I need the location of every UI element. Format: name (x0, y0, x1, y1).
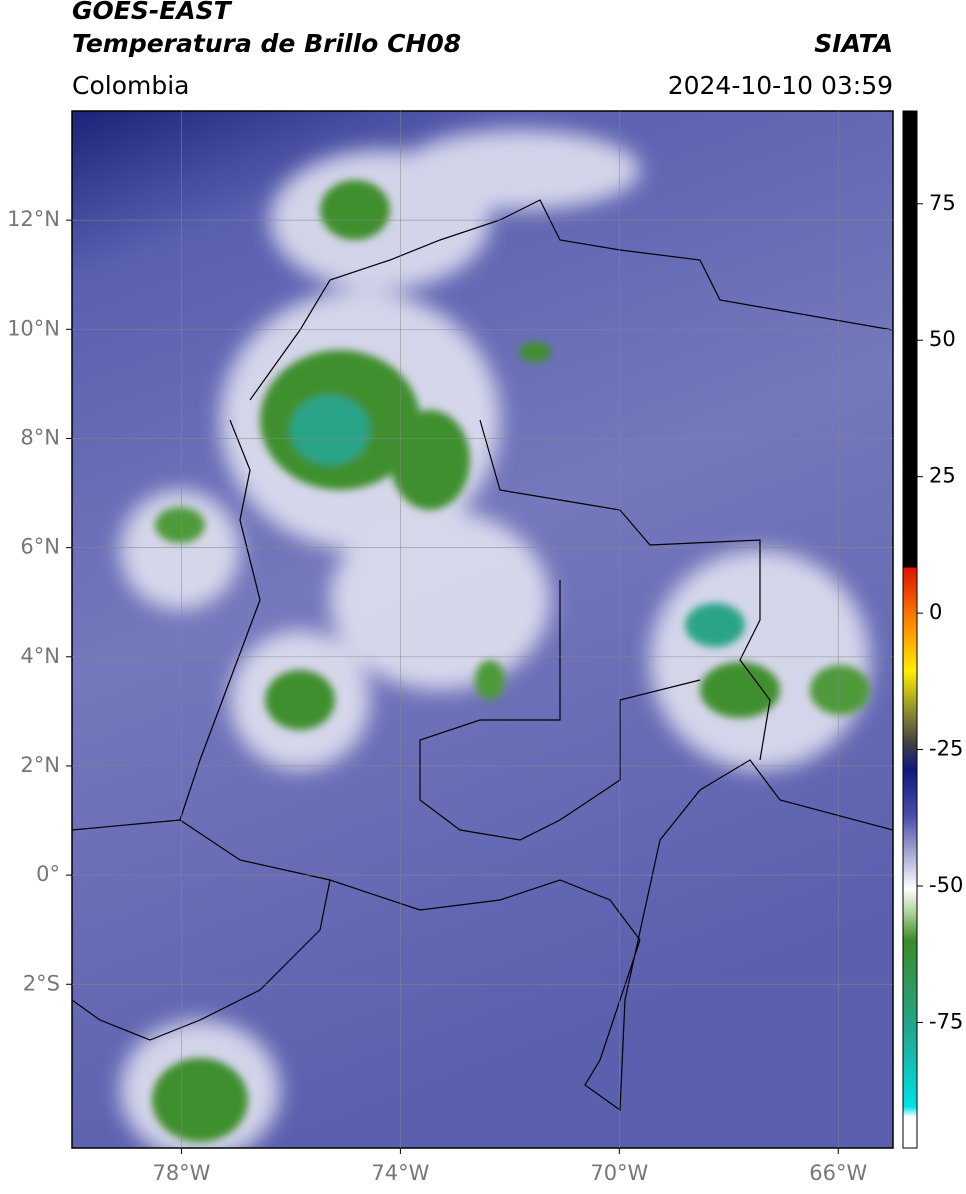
y-tick-label: 6°N (20, 535, 60, 559)
colorbar-label: 0 (929, 600, 942, 624)
x-tick-label: 74°W (371, 1161, 429, 1185)
y-tick-label: 0° (36, 862, 60, 886)
y-tick-label: 2°N (20, 753, 60, 777)
datetime: 2024-10-10 03:59 (668, 71, 893, 100)
y-tick-label: 4°N (20, 644, 60, 668)
colorbar-label: -50 (929, 873, 963, 897)
colorbar-label: 75 (929, 191, 956, 215)
x-tick-label: 70°W (590, 1161, 648, 1185)
colorbar-label: -25 (929, 737, 963, 761)
y-tick-label: 12°N (7, 207, 60, 231)
colorbar (902, 110, 918, 1149)
y-tick-label: 8°N (20, 425, 60, 449)
x-tick-label: 66°W (809, 1161, 867, 1185)
map-frame (71, 110, 894, 1149)
colorbar-label: 50 (929, 327, 956, 351)
region: Colombia (72, 71, 189, 100)
source: SIATA (814, 29, 893, 58)
x-tick-label: 78°W (152, 1161, 210, 1185)
satellite-image (72, 111, 893, 1148)
title: GOES-EAST (72, 0, 233, 25)
colorbar-label: -75 (929, 1009, 963, 1033)
y-tick-label: 2°S (23, 971, 60, 995)
colorbar-label: 25 (929, 464, 956, 488)
subtitle: Temperatura de Brillo CH08 (72, 29, 461, 58)
y-tick-label: 10°N (7, 316, 60, 340)
